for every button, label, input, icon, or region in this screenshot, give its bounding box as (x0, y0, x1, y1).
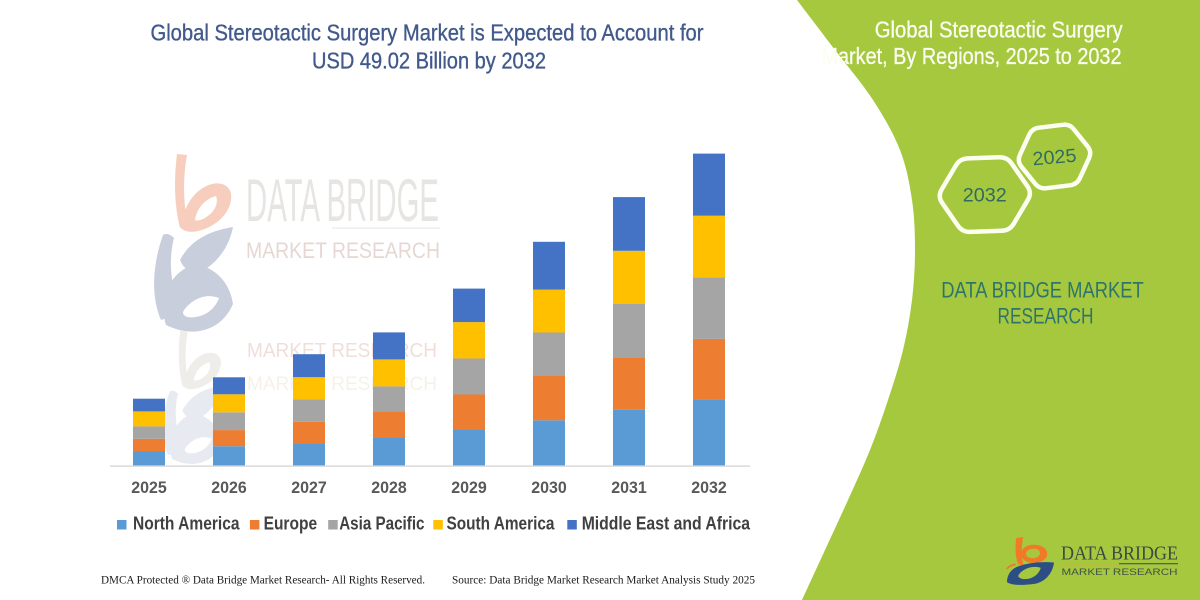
svg-text:2032: 2032 (963, 186, 1007, 207)
svg-text:Middle East and Africa: Middle East and Africa (582, 514, 751, 534)
svg-text:DATA BRIDGE: DATA BRIDGE (1061, 543, 1178, 565)
svg-text:2026: 2026 (211, 478, 247, 497)
svg-text:2030: 2030 (531, 478, 567, 497)
svg-text:Global Stereotactic Surgery Ma: Global Stereotactic Surgery Market is Ex… (151, 20, 704, 46)
svg-text:MARKET RESEARCH: MARKET RESEARCH (246, 238, 440, 263)
svg-text:DATA BRIDGE MARKET: DATA BRIDGE MARKET (941, 278, 1144, 303)
svg-text:2025: 2025 (1032, 146, 1078, 171)
svg-text:2027: 2027 (291, 478, 327, 497)
svg-text:MARKET RESEARCH: MARKET RESEARCH (1062, 567, 1178, 577)
svg-text:USD 49.02 Billion by 2032: USD 49.02 Billion by 2032 (312, 47, 546, 73)
svg-text:Europe: Europe (264, 514, 318, 534)
svg-text:2029: 2029 (451, 478, 487, 497)
svg-text:DATA BRIDGE: DATA BRIDGE (246, 167, 439, 234)
svg-text:2031: 2031 (611, 478, 647, 497)
svg-text:MARKET RESEARCH: MARKET RESEARCH (247, 339, 437, 362)
svg-text:South America: South America (447, 514, 556, 534)
svg-text:RESEARCH: RESEARCH (998, 304, 1094, 329)
svg-text:DMCA Protected ® Data Bridge M: DMCA Protected ® Data Bridge Market Rese… (101, 575, 425, 587)
svg-text:MARKET RESEARCH: MARKET RESEARCH (247, 374, 437, 395)
svg-text:2025: 2025 (131, 478, 167, 497)
svg-text:Global Stereotactic Surgery: Global Stereotactic Surgery (875, 17, 1123, 43)
svg-text:2032: 2032 (691, 478, 727, 497)
svg-text:North America: North America (133, 514, 240, 534)
svg-text:Market, By Regions, 2025 to 20: Market, By Regions, 2025 to 2032 (822, 43, 1122, 69)
svg-text:Asia Pacific: Asia Pacific (339, 514, 424, 534)
svg-text:Source: Data Bridge Market Res: Source: Data Bridge Market Research Mark… (452, 575, 755, 587)
svg-text:2028: 2028 (371, 478, 407, 497)
